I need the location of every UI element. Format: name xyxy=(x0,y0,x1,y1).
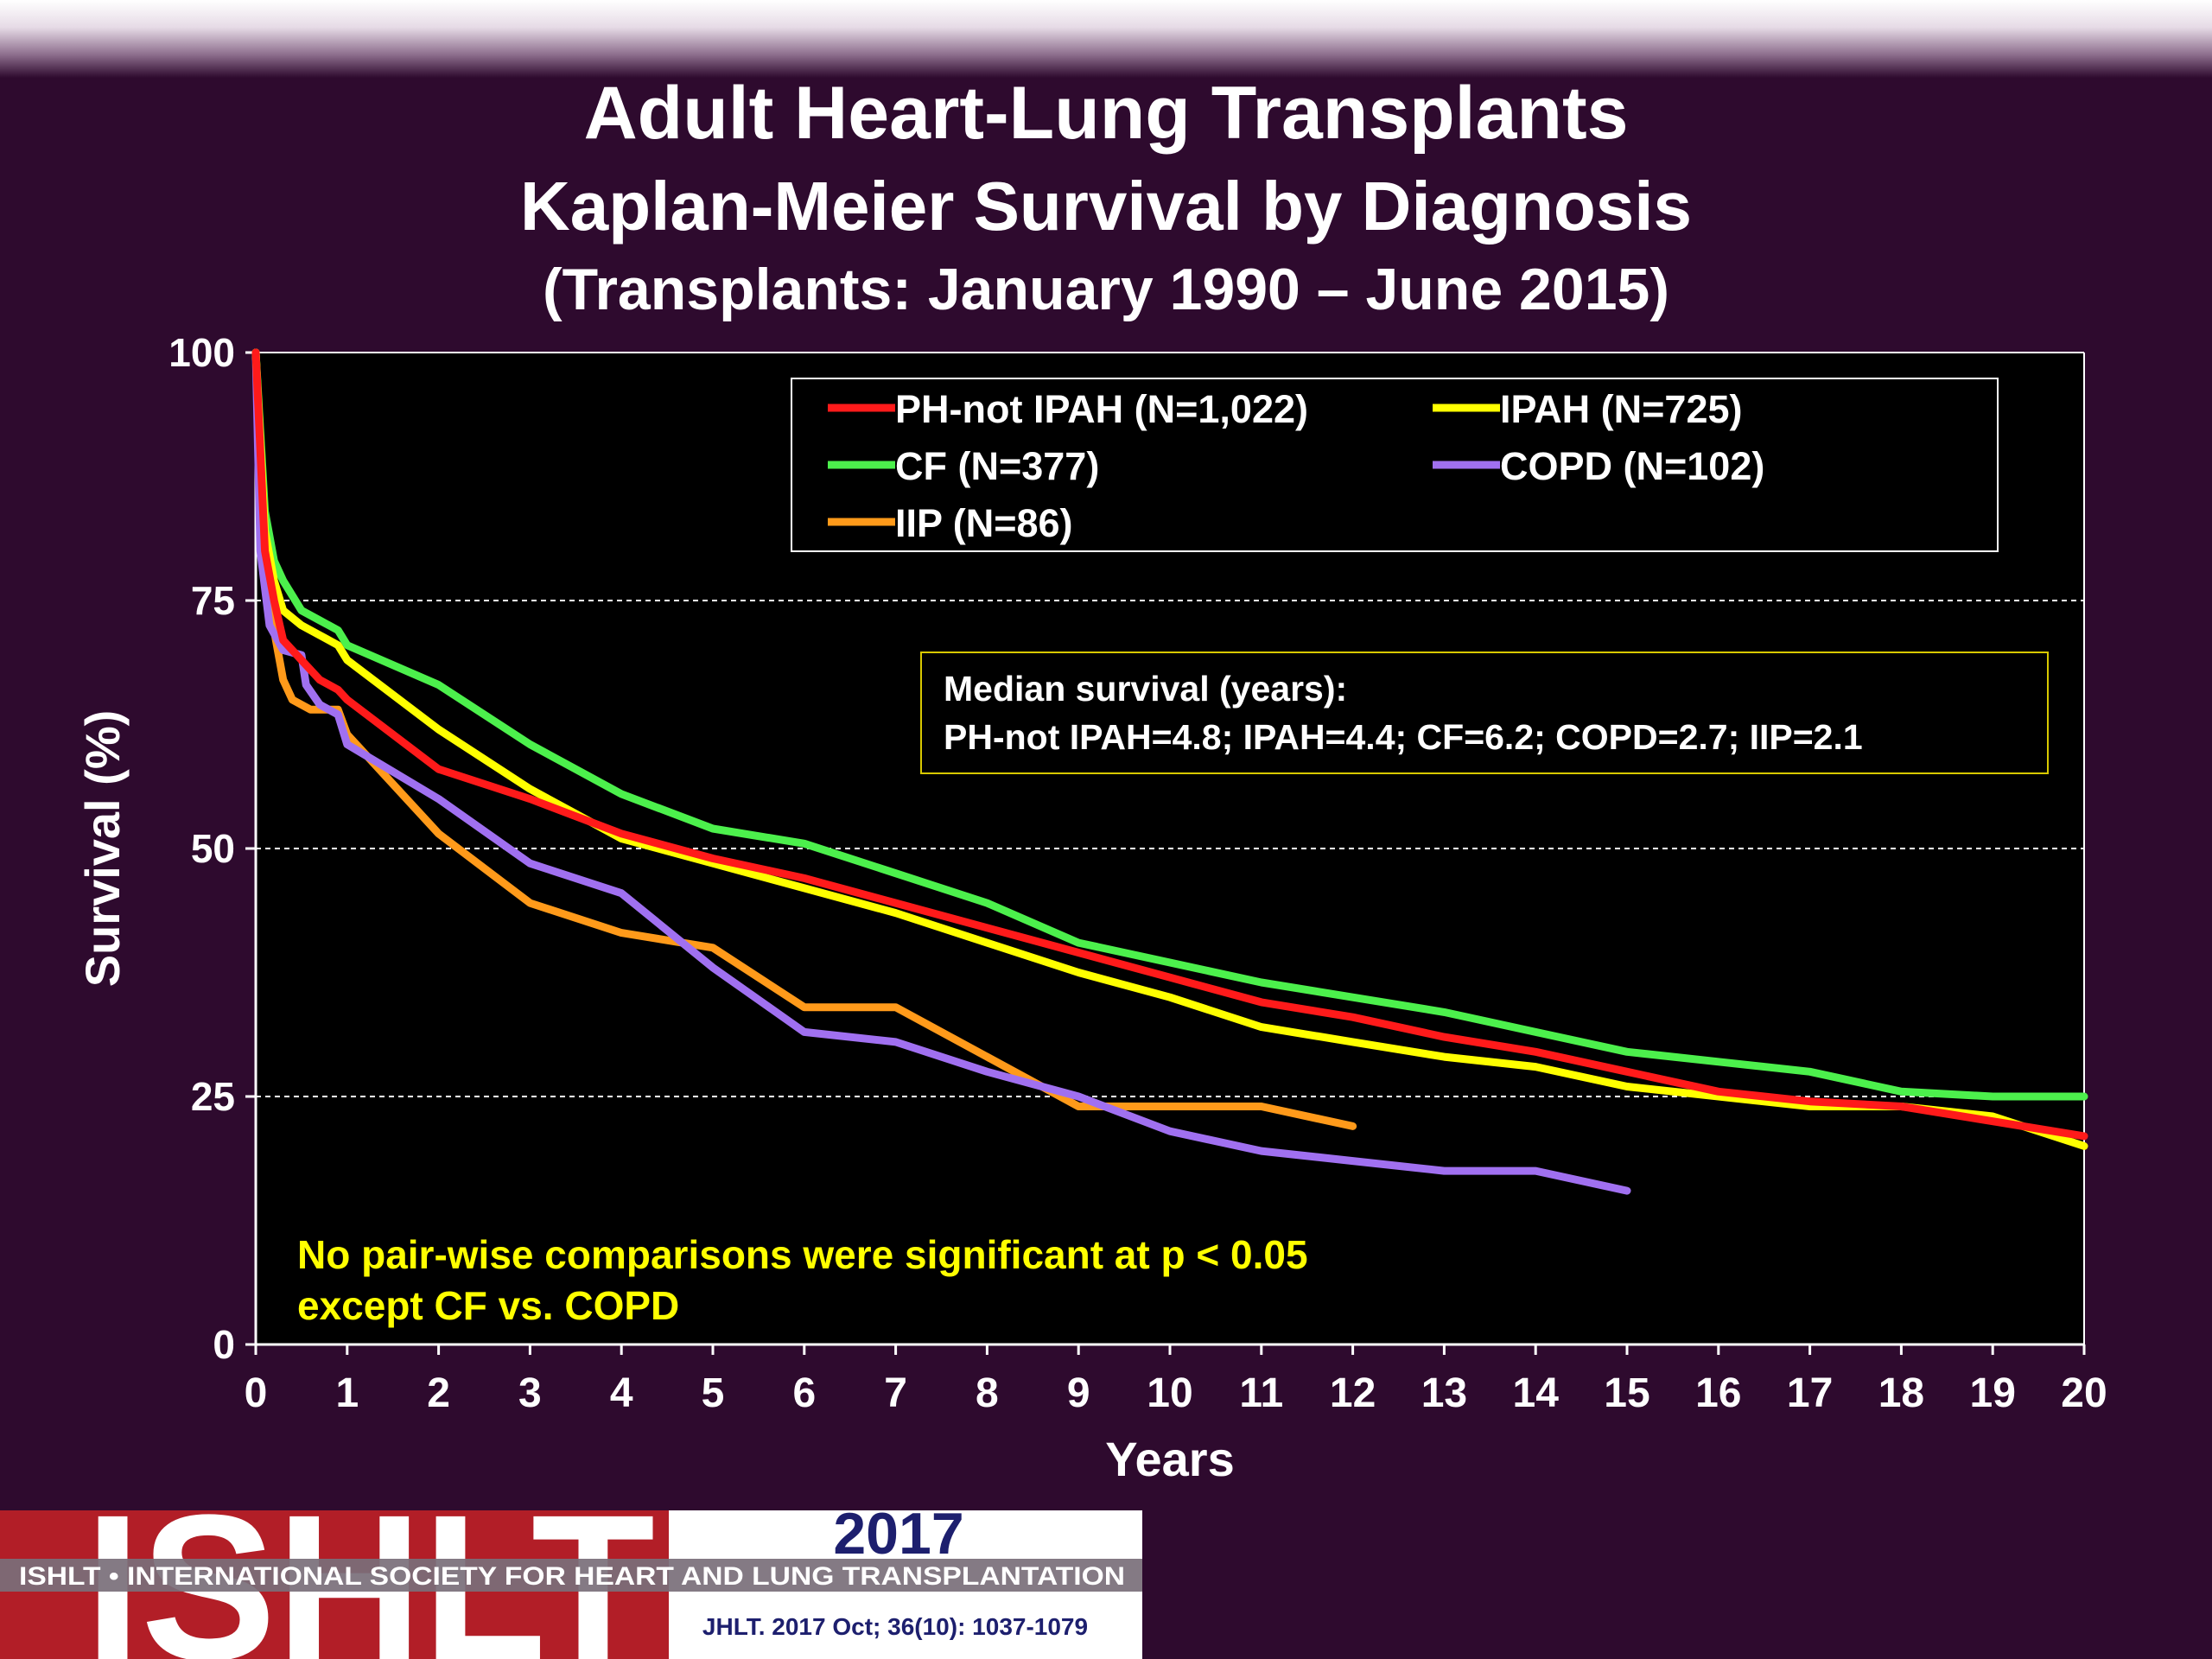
x-tick-label-11: 11 xyxy=(1239,1370,1283,1416)
legend-label-copd: COPD (N=102) xyxy=(1500,444,1764,488)
y-tick-label-50: 50 xyxy=(191,826,235,871)
significance-note-line-1: No pair-wise comparisons were significan… xyxy=(297,1232,1308,1277)
median-survival-annotation: Median survival (years): PH-not IPAH=4.8… xyxy=(920,652,2049,774)
title-line-3: (Transplants: January 1990 – June 2015) xyxy=(543,257,1669,322)
y-tick-label-100: 100 xyxy=(168,330,235,375)
x-tick-label-8: 8 xyxy=(976,1370,999,1416)
legend-item-cf: CF (N=377) xyxy=(828,444,1099,488)
y-tick-label-75: 75 xyxy=(191,578,235,623)
significance-note: No pair-wise comparisons were significan… xyxy=(297,1232,1308,1328)
logo-citation: JHLT. 2017 Oct; 36(10): 1037-1079 xyxy=(702,1613,1088,1640)
series-line-iip xyxy=(251,348,1357,1130)
legend-label-cf: CF (N=377) xyxy=(895,444,1099,488)
series-lines xyxy=(251,348,2088,1195)
x-tick-label-3: 3 xyxy=(518,1370,542,1416)
legend-label-iip: IIP (N=86) xyxy=(895,501,1073,545)
x-tick-label-16: 16 xyxy=(1695,1370,1741,1416)
x-tick-label-15: 15 xyxy=(1604,1370,1649,1416)
x-tick-label-1: 1 xyxy=(335,1370,359,1416)
median-survival-values: PH-not IPAH=4.8; IPAH=4.4; CF=6.2; COPD=… xyxy=(944,717,1863,757)
legend-box xyxy=(791,378,1999,552)
legend-item-ipah: IPAH (N=725) xyxy=(1433,387,1743,431)
y-axis-title: Survival (%) xyxy=(75,710,130,988)
x-tick-label-9: 9 xyxy=(1067,1370,1090,1416)
legend-item-ph-not-ipah: PH-not IPAH (N=1,022) xyxy=(828,387,1308,431)
logo-name-band xyxy=(0,1559,1142,1592)
x-tick-label-20: 20 xyxy=(2061,1370,2107,1416)
legend: PH-not IPAH (N=1,022) IPAH (N=725) CF (N… xyxy=(791,378,1999,552)
significance-note-line-2: except CF vs. COPD xyxy=(297,1283,679,1328)
x-tick-label-2: 2 xyxy=(427,1370,450,1416)
x-tick-label-13: 13 xyxy=(1421,1370,1467,1416)
x-tick-label-17: 17 xyxy=(1787,1370,1833,1416)
median-survival-heading: Median survival (years): xyxy=(944,669,1347,709)
logo-year: 2017 xyxy=(833,1510,963,1567)
x-tick-label-19: 19 xyxy=(1970,1370,2016,1416)
legend-item-copd: COPD (N=102) xyxy=(1433,444,1764,488)
series-line-ph-not-ipah xyxy=(251,348,2088,1141)
x-axis-title: Years xyxy=(1105,1432,1235,1486)
legend-item-iip: IIP (N=86) xyxy=(828,501,1073,545)
title-line-1: Adult Heart-Lung Transplants xyxy=(583,72,1629,155)
x-tick-label-10: 10 xyxy=(1147,1370,1192,1416)
x-tick-label-5: 5 xyxy=(702,1370,725,1416)
series-line-ipah xyxy=(251,348,2088,1150)
x-tick-label-0: 0 xyxy=(245,1370,268,1416)
x-tick-label-7: 7 xyxy=(884,1370,907,1416)
title-line-2: Kaplan-Meier Survival by Diagnosis xyxy=(520,168,1692,245)
legend-label-ph-not-ipah: PH-not IPAH (N=1,022) xyxy=(895,387,1308,431)
legend-label-ipah: IPAH (N=725) xyxy=(1500,387,1743,431)
x-tick-label-6: 6 xyxy=(792,1370,816,1416)
logo-society-name: ISHLT • INTERNATIONAL SOCIETY FOR HEART … xyxy=(19,1562,1125,1591)
ishlt-logo: ISHLT ISHLT • INTERNATIONAL SOCIETY FOR … xyxy=(0,1510,1142,1659)
x-tick-label-18: 18 xyxy=(1878,1370,1924,1416)
top-gradient-band xyxy=(0,0,2212,78)
x-tick-label-14: 14 xyxy=(1513,1370,1560,1416)
x-tick-label-12: 12 xyxy=(1330,1370,1376,1416)
series-line-cf xyxy=(251,348,2088,1101)
y-tick-label-0: 0 xyxy=(213,1322,235,1367)
y-tick-label-25: 25 xyxy=(191,1074,235,1119)
median-survival-box xyxy=(920,652,2049,774)
x-tick-label-4: 4 xyxy=(610,1370,633,1416)
